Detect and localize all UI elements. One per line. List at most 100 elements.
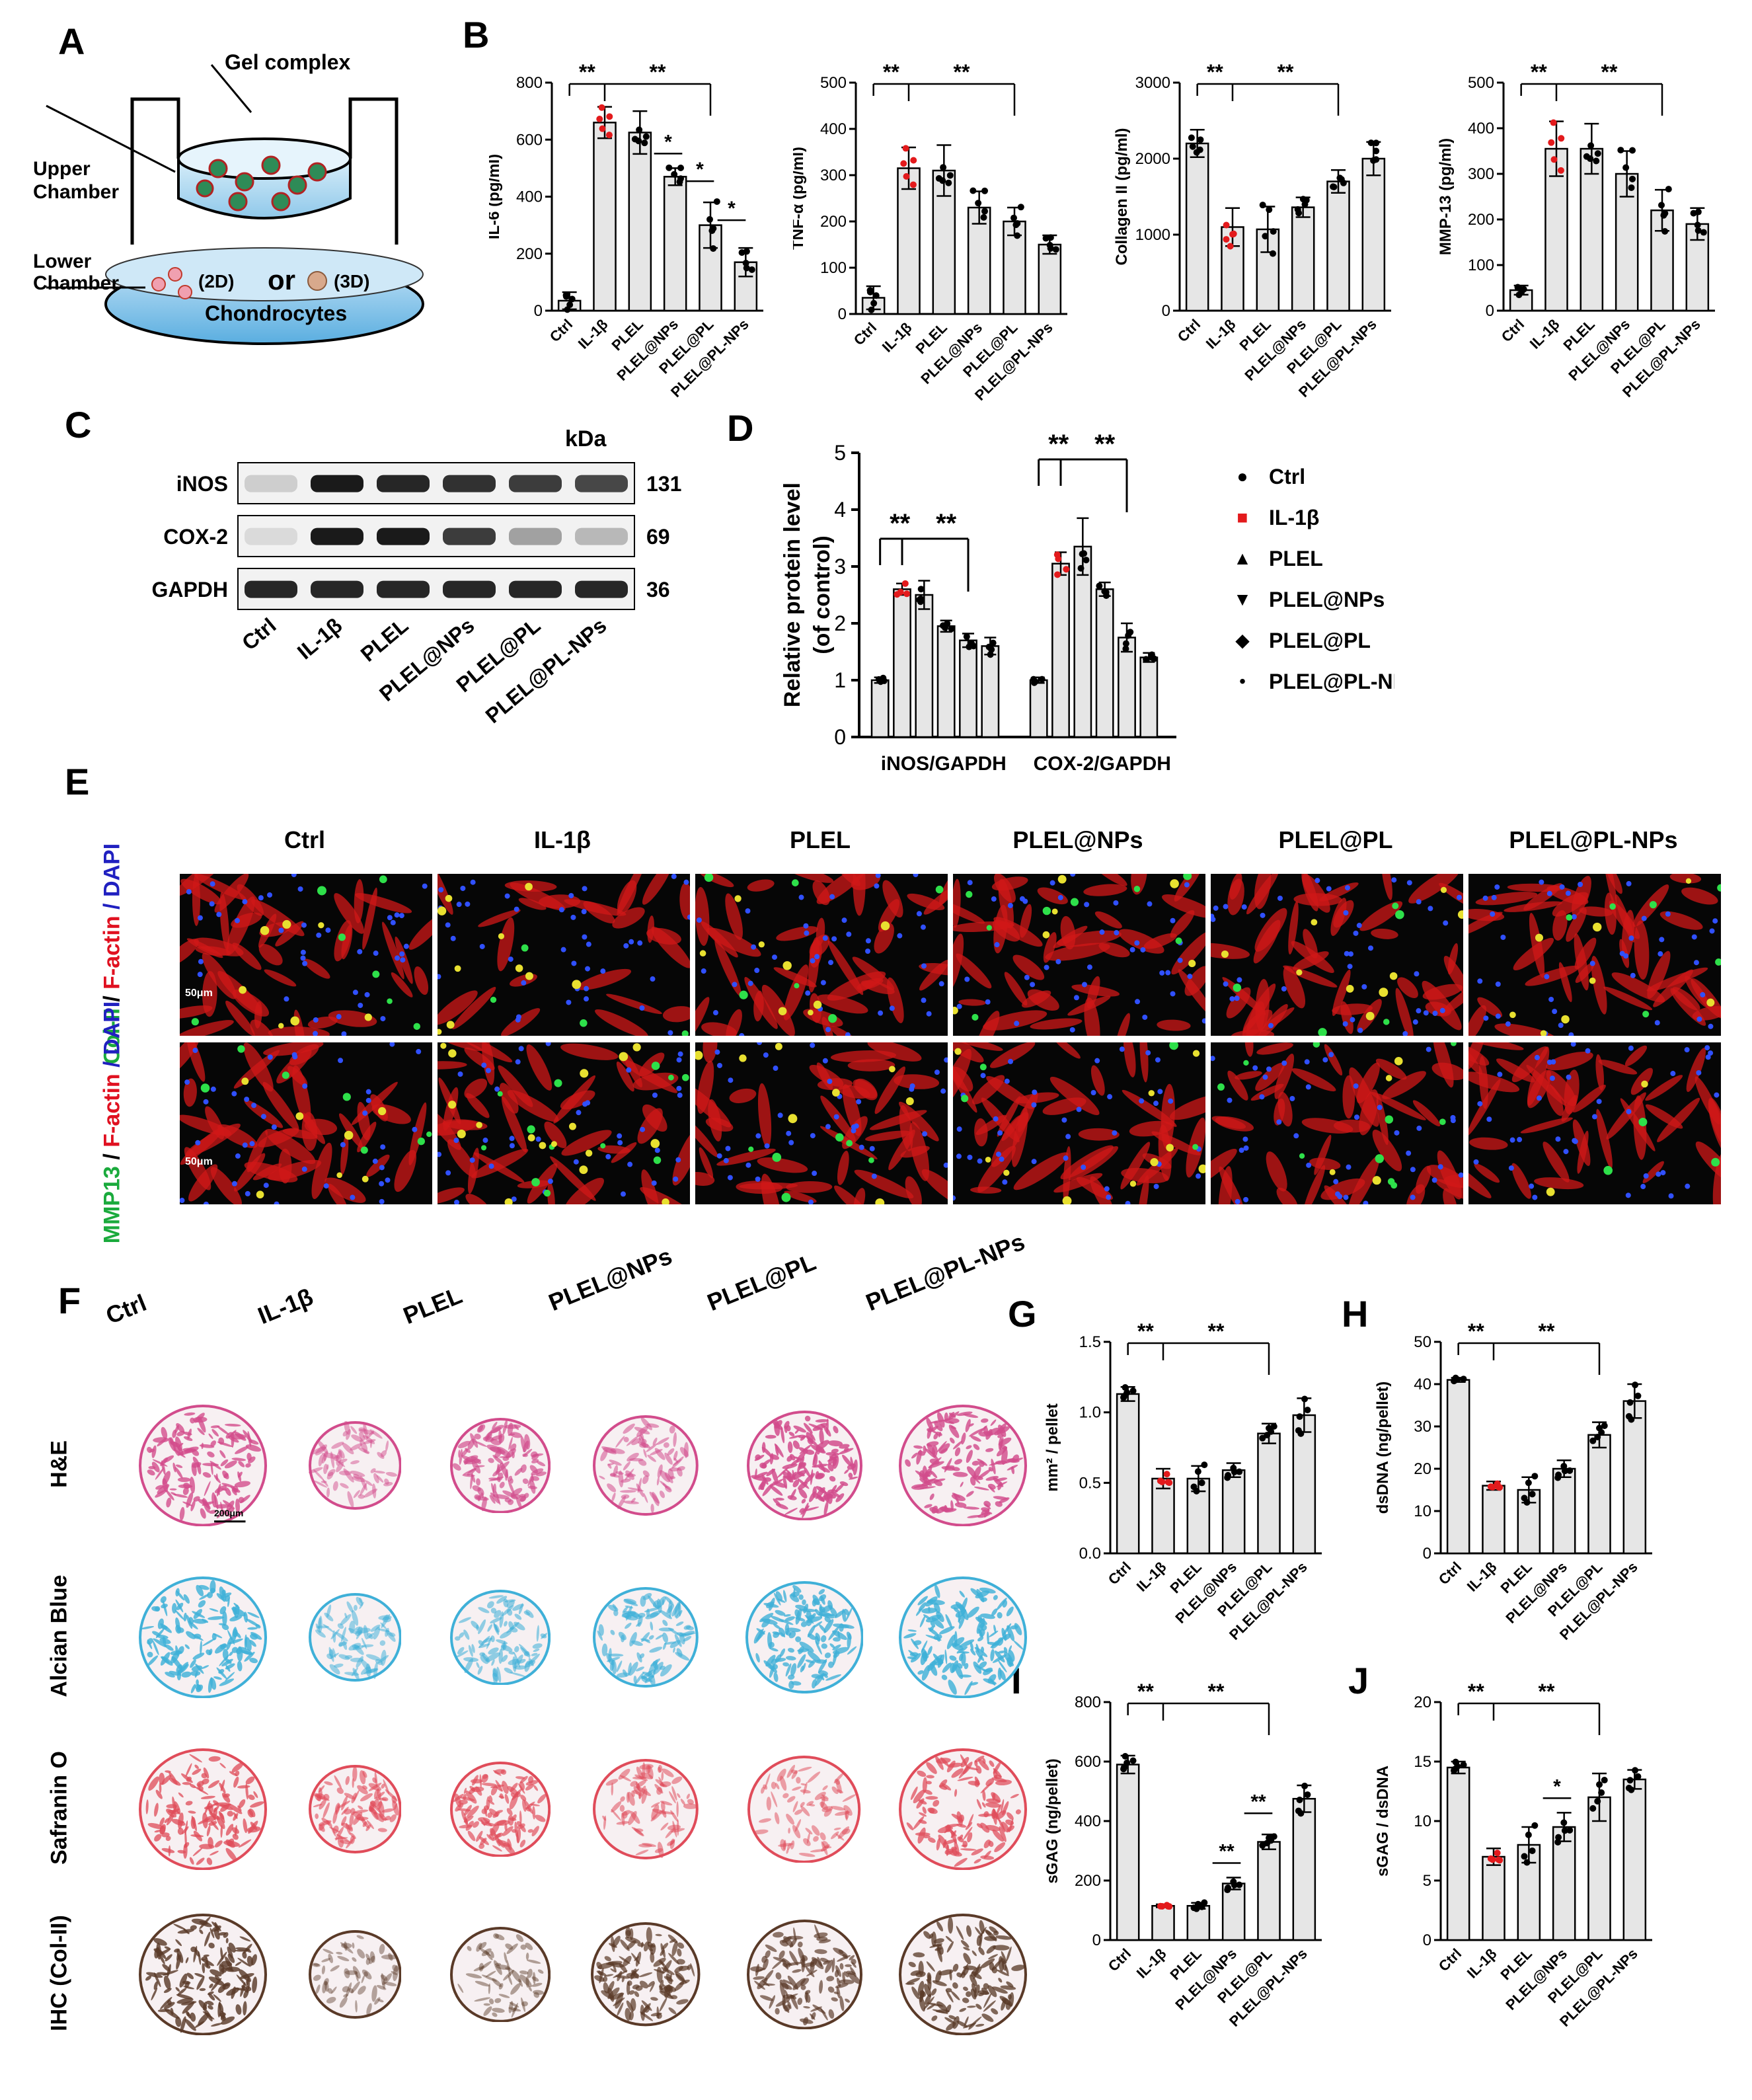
dapi-nucleus bbox=[203, 1099, 209, 1105]
f-actin-fiber bbox=[1250, 1083, 1284, 1101]
dapi-nucleus bbox=[1657, 951, 1663, 957]
tissue-texture bbox=[206, 2000, 214, 2005]
legend-label: PLEL bbox=[1269, 547, 1323, 570]
dapi-nucleus bbox=[1458, 1172, 1463, 1178]
data-point bbox=[1558, 135, 1565, 142]
tissue-texture bbox=[504, 1793, 510, 1804]
f-actin-fiber bbox=[1242, 1009, 1273, 1036]
blot-band bbox=[377, 580, 430, 598]
tissue-texture bbox=[656, 1787, 663, 1795]
f-actin-fiber bbox=[1288, 901, 1299, 954]
f-actin-fiber bbox=[865, 1130, 911, 1142]
f-actin-fiber bbox=[328, 1183, 348, 1204]
dapi-nucleus bbox=[336, 1014, 342, 1020]
tissue-texture bbox=[653, 1662, 664, 1675]
tissue-texture bbox=[486, 1834, 492, 1840]
tissue-texture bbox=[802, 1465, 810, 1477]
tissue-texture bbox=[926, 1775, 934, 1779]
tissue-texture bbox=[247, 1976, 250, 1990]
tissue-texture bbox=[816, 1440, 829, 1450]
tissue-texture bbox=[181, 1826, 189, 1834]
dapi-nucleus bbox=[1482, 895, 1488, 901]
f-actin-fiber bbox=[1143, 933, 1177, 949]
dapi-nucleus bbox=[242, 899, 248, 905]
dapi-nucleus bbox=[1119, 1046, 1125, 1052]
tissue-texture bbox=[784, 1425, 787, 1433]
data-point bbox=[1149, 654, 1156, 662]
dapi-nucleus bbox=[754, 968, 760, 974]
tissue-texture bbox=[966, 1991, 971, 1997]
marker-signal bbox=[979, 1064, 987, 1071]
tissue-texture bbox=[999, 1669, 1006, 1681]
f-actin-fiber bbox=[560, 1090, 595, 1110]
tissue-texture bbox=[831, 1786, 839, 1794]
tissue-texture bbox=[328, 1649, 334, 1657]
dapi-nucleus bbox=[470, 879, 476, 885]
tissue-texture bbox=[490, 1785, 498, 1795]
f-actin-fiber bbox=[1507, 883, 1564, 892]
tissue-texture bbox=[515, 1775, 525, 1779]
tissue-texture bbox=[620, 1479, 631, 1483]
tissue-texture bbox=[506, 1943, 518, 1954]
tissue-texture bbox=[846, 1631, 852, 1640]
tissue-texture bbox=[924, 1504, 933, 1508]
dapi-nucleus bbox=[874, 883, 880, 889]
tissue-texture bbox=[959, 1604, 969, 1620]
f-actin-fiber bbox=[1253, 919, 1281, 964]
dapi-nucleus bbox=[675, 1157, 681, 1163]
tissue-texture bbox=[377, 1452, 385, 1459]
data-point bbox=[1523, 1498, 1531, 1506]
f-actin-fiber bbox=[180, 1020, 234, 1036]
tissue-texture bbox=[203, 1767, 209, 1779]
tissue-texture bbox=[355, 1970, 359, 1982]
tissue-texture bbox=[234, 1604, 240, 1618]
tissue-texture bbox=[952, 1440, 963, 1450]
tissue-texture bbox=[997, 1612, 1003, 1619]
dapi-nucleus bbox=[358, 1002, 363, 1008]
blot-band bbox=[311, 475, 363, 492]
tissue-texture bbox=[321, 1965, 325, 1974]
dapi-nucleus bbox=[1357, 1027, 1363, 1033]
tissue-texture bbox=[151, 1987, 158, 2001]
tissue-texture bbox=[360, 1659, 372, 1673]
marker-signal bbox=[813, 1000, 822, 1009]
tissue-texture bbox=[660, 1959, 669, 1973]
tissue-texture bbox=[336, 1787, 344, 1794]
tissue-texture bbox=[211, 1925, 221, 1932]
tissue-texture bbox=[243, 1818, 248, 1833]
tissue-texture bbox=[811, 1957, 823, 1969]
dapi-nucleus bbox=[394, 912, 400, 918]
tissue-texture bbox=[227, 1597, 230, 1607]
tissue-texture bbox=[147, 1655, 159, 1666]
fluorescence-label-part: / DAPI bbox=[99, 843, 125, 915]
tissue-texture bbox=[361, 1644, 373, 1648]
f-actin-fiber bbox=[1129, 1120, 1173, 1137]
data-point bbox=[1700, 229, 1707, 236]
tissue-texture bbox=[1006, 1981, 1014, 1988]
tissue-texture bbox=[665, 1485, 672, 1493]
tissue-texture bbox=[350, 1426, 357, 1434]
f-actin-fiber bbox=[1090, 1176, 1114, 1204]
f-actin-fiber bbox=[210, 1167, 242, 1204]
dapi-nucleus bbox=[1211, 914, 1215, 919]
f-actin-fiber bbox=[1572, 1119, 1591, 1166]
f-actin-fiber bbox=[1468, 1042, 1524, 1050]
tissue-texture bbox=[232, 1626, 237, 1642]
tissue-texture bbox=[388, 1632, 396, 1637]
sig-annotation: ** bbox=[1094, 430, 1116, 459]
tissue-texture bbox=[348, 1620, 355, 1634]
tissue-texture bbox=[609, 1653, 624, 1657]
tissue-texture bbox=[313, 1963, 319, 1966]
tissue-texture bbox=[929, 1493, 934, 1500]
marker-signal bbox=[580, 1019, 588, 1027]
f-actin-fiber bbox=[1375, 1058, 1407, 1080]
tissue-texture bbox=[358, 1447, 369, 1454]
data-point bbox=[1695, 208, 1702, 215]
tissue-texture bbox=[775, 1610, 785, 1616]
tissue-texture bbox=[349, 1813, 354, 1826]
bar bbox=[628, 132, 652, 312]
dapi-nucleus bbox=[1099, 929, 1105, 935]
f-actin-fiber bbox=[1078, 1128, 1120, 1141]
tissue-texture bbox=[623, 1598, 637, 1605]
